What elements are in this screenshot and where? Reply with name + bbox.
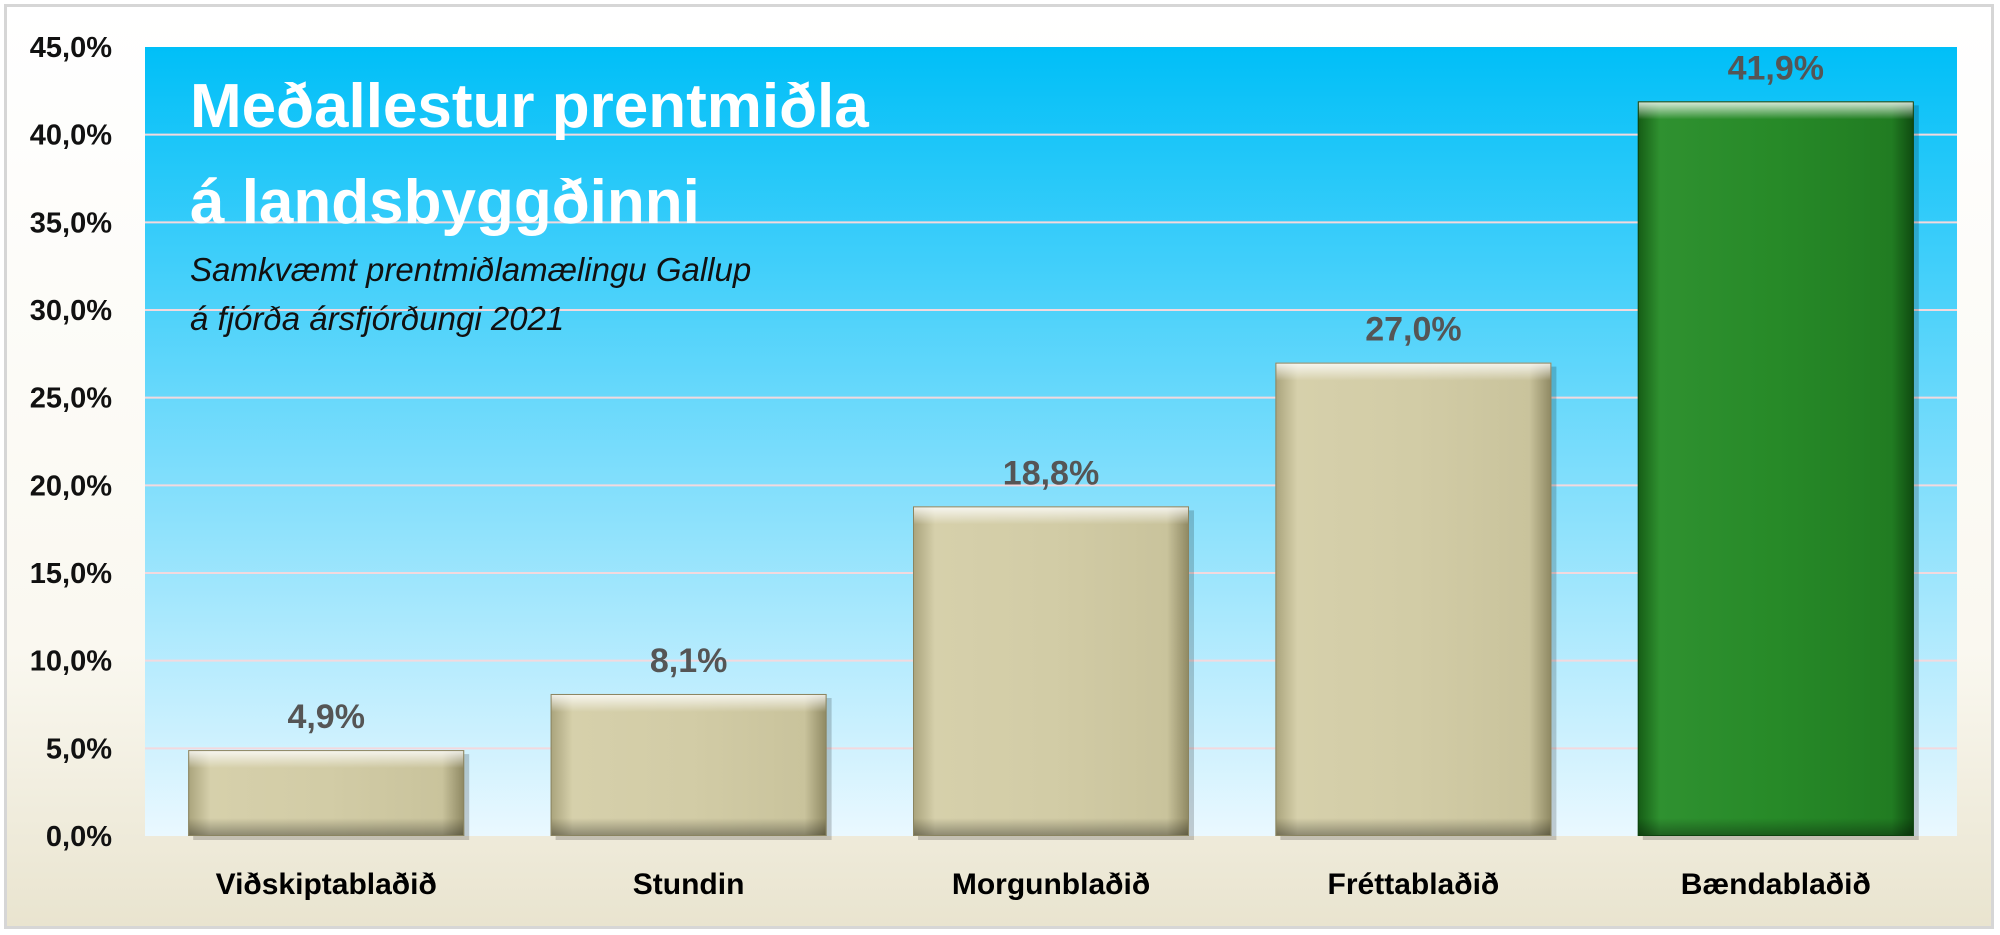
x-tick-label: Viðskiptablaðið [216, 868, 437, 901]
chart-subtitle-line-2: á fjórða ársfjórðungi 2021 [190, 300, 564, 337]
data-label-1: 4,9% [287, 698, 365, 736]
x-tick-label: Bændablaðið [1681, 868, 1871, 901]
chart-title-line-1: Meðallestur prentmiðla [190, 72, 869, 141]
data-label-2: 8,1% [650, 642, 728, 680]
data-label-4: 27,0% [1365, 311, 1461, 349]
x-tick-label: Stundin [633, 868, 745, 901]
data-label-3: 18,8% [1003, 454, 1099, 492]
y-tick-label: 0,0% [46, 821, 112, 853]
y-tick-label: 35,0% [30, 207, 112, 239]
bar-5 [1637, 101, 1919, 840]
chart-subtitle-line-1: Samkvæmt prentmiðlamælingu Gallup [190, 251, 751, 288]
y-tick-label: 5,0% [46, 733, 112, 765]
data-labels: 4,9% 8,1% 18,8% 27,0% 41,9% [287, 49, 1824, 736]
bar-2 [550, 693, 832, 840]
y-tick-label: 15,0% [30, 558, 112, 590]
y-tick-label: 45,0% [30, 32, 112, 64]
y-tick-label: 20,0% [30, 470, 112, 502]
x-axis: Viðskiptablaðið Stundin Morgunblaðið Frétta… [216, 868, 1871, 901]
y-tick-label: 40,0% [30, 120, 112, 152]
bar-3 [913, 506, 1194, 840]
y-tick-label: 30,0% [30, 295, 112, 327]
data-label-5: 41,9% [1728, 49, 1824, 87]
bar-4 [1275, 362, 1557, 840]
bar-1 [188, 750, 470, 840]
y-tick-label: 25,0% [30, 383, 112, 415]
y-tick-label: 10,0% [30, 646, 112, 678]
y-axis: 0,0% 5,0% 10,0% 15,0% 20,0% 25,0% 30,0% 35,0% 40… [30, 32, 112, 853]
x-tick-label: Fréttablaðið [1328, 868, 1500, 901]
chart-title-line-2: á landsbyggðinni [190, 168, 700, 237]
chart-title-block: Meðallestur prentmiðla á landsbyggðinni … [190, 72, 869, 337]
x-tick-label: Morgunblaðið [952, 868, 1150, 901]
bars [188, 101, 1919, 840]
